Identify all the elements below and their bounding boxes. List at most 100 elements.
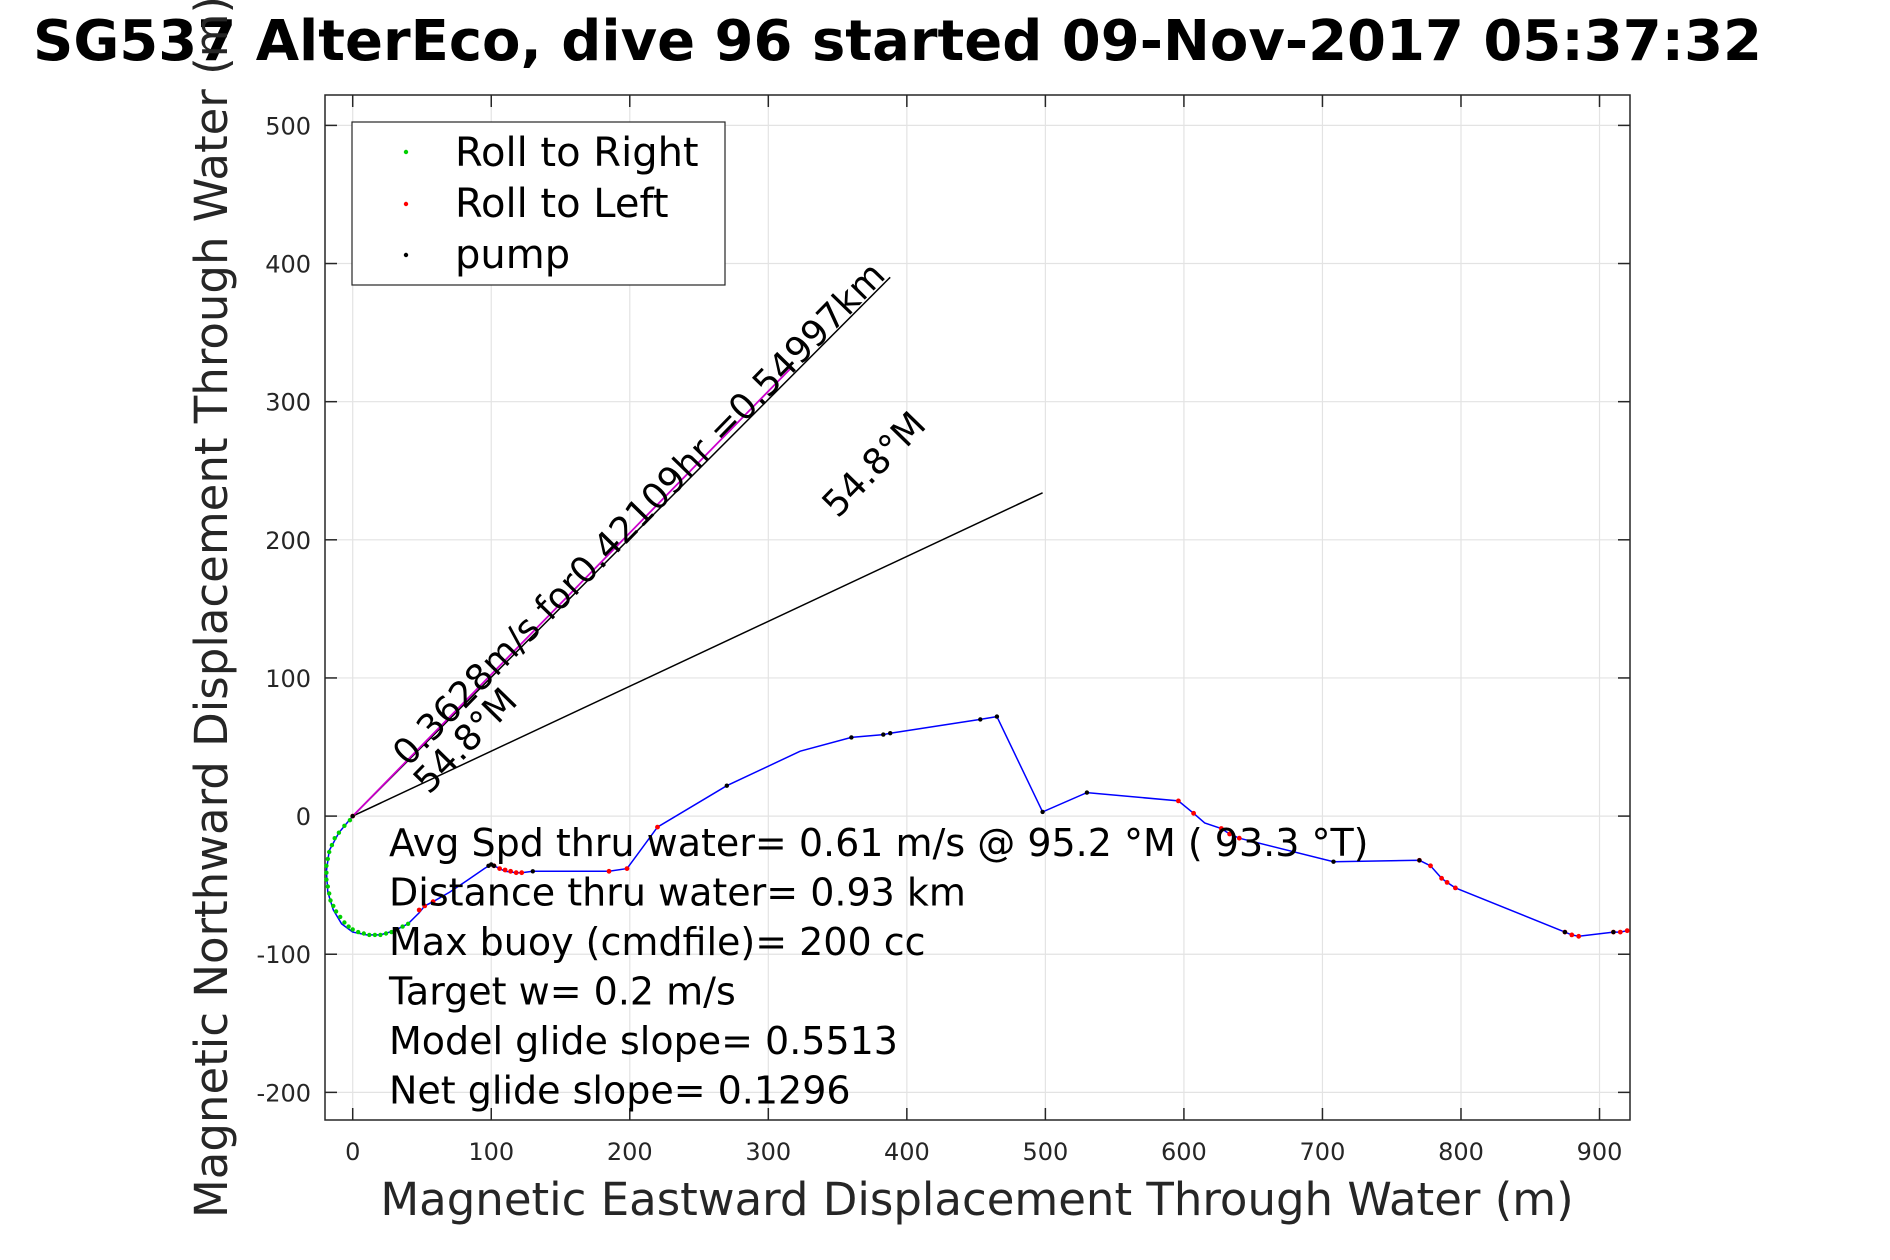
roll-right-point (342, 823, 347, 828)
annotation-line: Target w= 0.2 m/s (388, 970, 736, 1014)
roll-right-point (389, 929, 394, 935)
annotation-line: Net glide slope= 0.1296 (389, 1069, 851, 1113)
pump-point (888, 731, 893, 736)
roll-left-point (1439, 875, 1444, 881)
y-tick-label: 400 (265, 251, 311, 279)
annotation-line: Avg Spd thru water= 0.61 m/s @ 95.2 °M (… (389, 821, 1369, 865)
pump-point (1084, 790, 1090, 795)
roll-left-point (1576, 933, 1582, 939)
roll-left-point (606, 868, 612, 874)
x-tick-label: 0 (345, 1138, 360, 1166)
x-tick-label: 600 (1161, 1138, 1207, 1166)
pump-point (1331, 859, 1336, 864)
roll-right-point (327, 891, 332, 896)
pump-point (994, 714, 1000, 719)
roll-right-point (338, 914, 343, 920)
roll-right-point (324, 863, 329, 868)
roll-left-point (1176, 798, 1181, 804)
roll-left-point (508, 868, 513, 874)
roll-left-point (1227, 831, 1232, 837)
roll-right-point (329, 842, 335, 848)
roll-right-point (325, 884, 330, 889)
y-tick-label: 200 (265, 527, 311, 555)
intended-course-line (352, 366, 793, 817)
roll-right-point (346, 924, 351, 929)
pump-point (1562, 929, 1568, 935)
x-tick-label: 100 (468, 1138, 514, 1166)
roll-right-point (325, 856, 330, 862)
roll-right-point (327, 849, 332, 855)
roll-left-point (1428, 863, 1433, 869)
roll-right-point (342, 920, 347, 925)
roll-left-point (502, 867, 508, 873)
roll-right-point (333, 909, 339, 914)
roll-left-point (1624, 928, 1630, 934)
y-axis-label: Magnetic Northward Displacement Through … (185, 0, 238, 1218)
roll-right-point (372, 932, 378, 938)
pump-point (1040, 809, 1045, 815)
plot-lines (325, 276, 1628, 938)
annotation-line: Model glide slope= 0.5513 (389, 1019, 898, 1063)
y-tick-label: 100 (265, 665, 311, 693)
x-tick-label: 800 (1438, 1138, 1484, 1166)
x-tick-label: 400 (884, 1138, 930, 1166)
annotation-line: Distance thru water= 0.93 km (389, 871, 966, 915)
legend-marker-roll-right (403, 149, 409, 155)
plot-frame (324, 94, 1631, 1121)
y-tick-label: 500 (265, 112, 311, 140)
roll-right-point (324, 877, 329, 882)
legend-label-pump: pump (455, 232, 570, 278)
dive-track-line (325, 715, 1628, 938)
roll-right-point (332, 836, 337, 841)
roll-left-point (1191, 810, 1196, 816)
roll-right-point (328, 898, 333, 903)
pump-point (491, 863, 497, 868)
y-tick-label: 300 (265, 389, 311, 417)
legend-marker-pump (403, 252, 409, 258)
y-tick-label: 0 (296, 803, 311, 831)
roll-left-point (416, 907, 422, 913)
pump-point (1417, 858, 1422, 863)
pump-point (881, 732, 886, 737)
roll-left-point (430, 899, 436, 905)
roll-right-point (331, 903, 336, 909)
roll-right-point (394, 927, 400, 932)
y-tick-label: -200 (257, 1079, 311, 1107)
roll-right-point (361, 931, 366, 936)
x-tick-label: 900 (1577, 1138, 1623, 1166)
pump-point (724, 783, 729, 788)
pump-point (1611, 929, 1616, 935)
roll-right-point (400, 924, 405, 929)
grid (325, 95, 1630, 1120)
roll-left-point (1453, 885, 1458, 891)
course-cone-line (352, 276, 891, 817)
annotation-line: Max buoy (cmdfile)= 200 cc (389, 920, 926, 964)
axis-ticks: 0 100 200 300 400 500 600 700 800 900 -200 -100 0 100… (257, 95, 1630, 1166)
roll-left-point (513, 870, 519, 876)
legend-box (351, 121, 726, 286)
legend-marker-roll-left (403, 201, 409, 207)
roll-right-point (367, 932, 372, 938)
plot-points (324, 714, 1630, 939)
roll-right-point (324, 870, 329, 875)
pump-point (849, 735, 854, 740)
roll-left-point (1569, 932, 1575, 938)
pump-point (350, 813, 355, 819)
roll-right-point (356, 929, 361, 935)
roll-left-point (655, 824, 660, 830)
roll-right-point (350, 927, 355, 932)
roll-left-point (624, 866, 630, 871)
x-tick-label: 700 (1300, 1138, 1346, 1166)
x-tick-label: 500 (1022, 1138, 1068, 1166)
roll-left-point (1444, 880, 1450, 885)
pump-point (530, 869, 535, 874)
chart-title: SG537 AlterEco, dive 96 started 09-Nov-2… (33, 9, 1762, 74)
annotation-block: Avg Spd thru water= 0.61 m/s @ 95.2 °M (… (388, 821, 1369, 1113)
x-tick-label: 300 (745, 1138, 791, 1166)
pump-point (978, 717, 983, 722)
roll-left-point (519, 870, 525, 876)
roll-right-point (405, 921, 411, 926)
y-tick-label: -100 (257, 941, 311, 969)
x-tick-label: 200 (607, 1138, 653, 1166)
course-cone-line (352, 492, 1043, 817)
